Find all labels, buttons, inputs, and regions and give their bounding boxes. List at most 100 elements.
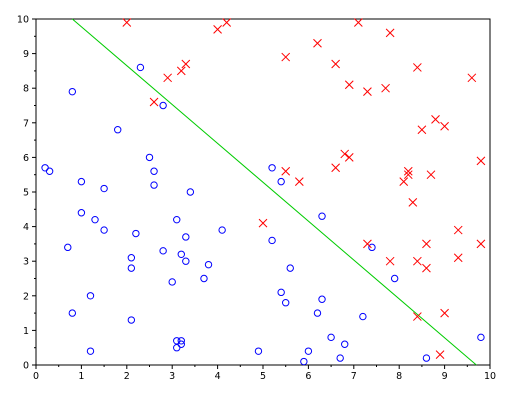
y-tick-label: 1	[23, 326, 29, 337]
circle-point	[86, 347, 95, 355]
circle-point	[304, 347, 313, 355]
circle-point	[41, 164, 49, 172]
cross-point	[435, 350, 445, 359]
cross-point	[163, 73, 173, 83]
circle-point	[91, 215, 99, 224]
cross-point	[353, 18, 363, 27]
cross-point	[426, 170, 436, 180]
circle-point	[173, 337, 181, 345]
cross-point	[413, 63, 422, 72]
circle-point	[68, 87, 77, 96]
circle-point	[268, 236, 276, 245]
cross-point	[476, 156, 486, 166]
circle-point	[200, 274, 208, 283]
cross-point	[331, 163, 340, 173]
circle-point	[182, 257, 190, 265]
circle-point	[318, 295, 326, 303]
y-tick-label: 5	[23, 188, 29, 199]
cross-point	[417, 125, 427, 135]
cross-point	[363, 87, 372, 97]
cross-point	[422, 239, 431, 249]
y-tick-label: 2	[23, 291, 29, 302]
cross-point	[149, 97, 159, 107]
cross-point	[213, 25, 222, 34]
circle-point	[159, 247, 167, 255]
circle-point	[286, 264, 294, 272]
x-tick-label: 5	[260, 371, 266, 382]
data-points	[41, 18, 486, 366]
x-tick-label: 4	[215, 371, 221, 382]
x-tick-label: 6	[305, 371, 311, 382]
circle-point	[177, 340, 185, 348]
cross-point	[413, 312, 422, 321]
x-tick-label: 9	[442, 371, 448, 382]
y-tick-label: 10	[17, 15, 29, 26]
circle-point	[186, 188, 195, 196]
cross-point	[122, 18, 132, 27]
circle-point	[177, 337, 185, 345]
circle-point	[100, 226, 108, 234]
cross-point	[476, 239, 486, 249]
circle-point	[313, 309, 322, 317]
cross-point	[344, 80, 354, 90]
cross-point	[281, 166, 291, 176]
circle-point	[277, 288, 285, 297]
y-tick-label: 9	[23, 49, 29, 60]
x-tick-label: 1	[78, 371, 84, 382]
circle-point	[114, 126, 122, 134]
y-tick-label: 6	[23, 153, 29, 164]
circle-point	[268, 164, 276, 172]
cross-point	[467, 73, 477, 83]
y-tick-label: 4	[23, 222, 29, 233]
circle-point	[68, 309, 77, 317]
circle-point	[86, 292, 95, 300]
circle-point	[282, 299, 290, 307]
cross-point	[431, 114, 440, 124]
cross-point	[440, 121, 449, 131]
circle-point	[277, 177, 285, 186]
boundary-line	[71, 18, 477, 366]
cross-point	[344, 153, 354, 162]
cross-point	[408, 198, 418, 207]
cross-point	[422, 263, 431, 273]
cross-point	[413, 256, 422, 266]
cross-point	[313, 38, 322, 48]
circle-point	[173, 344, 181, 352]
circle-point	[159, 101, 167, 110]
cross-point	[453, 253, 463, 263]
circle-point	[150, 167, 158, 175]
cross-point	[281, 52, 291, 62]
circle-point	[204, 260, 213, 269]
cross-point	[340, 149, 350, 159]
cross-point	[363, 239, 372, 249]
circle-point	[45, 167, 54, 175]
circle-point	[254, 347, 263, 355]
circle-point	[132, 229, 140, 238]
circle-point	[182, 233, 190, 241]
circle-point	[77, 209, 86, 217]
cross-point	[399, 177, 409, 186]
circle-point	[341, 340, 349, 348]
x-tick-label: 3	[169, 371, 175, 382]
circle-point	[168, 278, 176, 286]
circle-point	[77, 177, 86, 186]
circle-point	[100, 184, 108, 193]
circle-point	[150, 181, 158, 189]
cross-point	[181, 59, 191, 69]
y-tick-label: 7	[23, 118, 29, 129]
cross-point	[222, 18, 232, 27]
circle-point	[300, 357, 308, 366]
circle-point	[136, 63, 145, 72]
circle-point	[318, 212, 326, 220]
circle-point	[422, 354, 431, 362]
cross-point	[453, 225, 463, 235]
x-tick-label: 2	[124, 371, 130, 382]
circle-point	[218, 226, 226, 234]
circle-point	[145, 153, 154, 162]
circle-point	[390, 274, 399, 283]
circle-point	[127, 316, 136, 324]
circle-point	[336, 354, 344, 362]
cross-point	[403, 166, 413, 176]
cross-point	[440, 308, 449, 318]
